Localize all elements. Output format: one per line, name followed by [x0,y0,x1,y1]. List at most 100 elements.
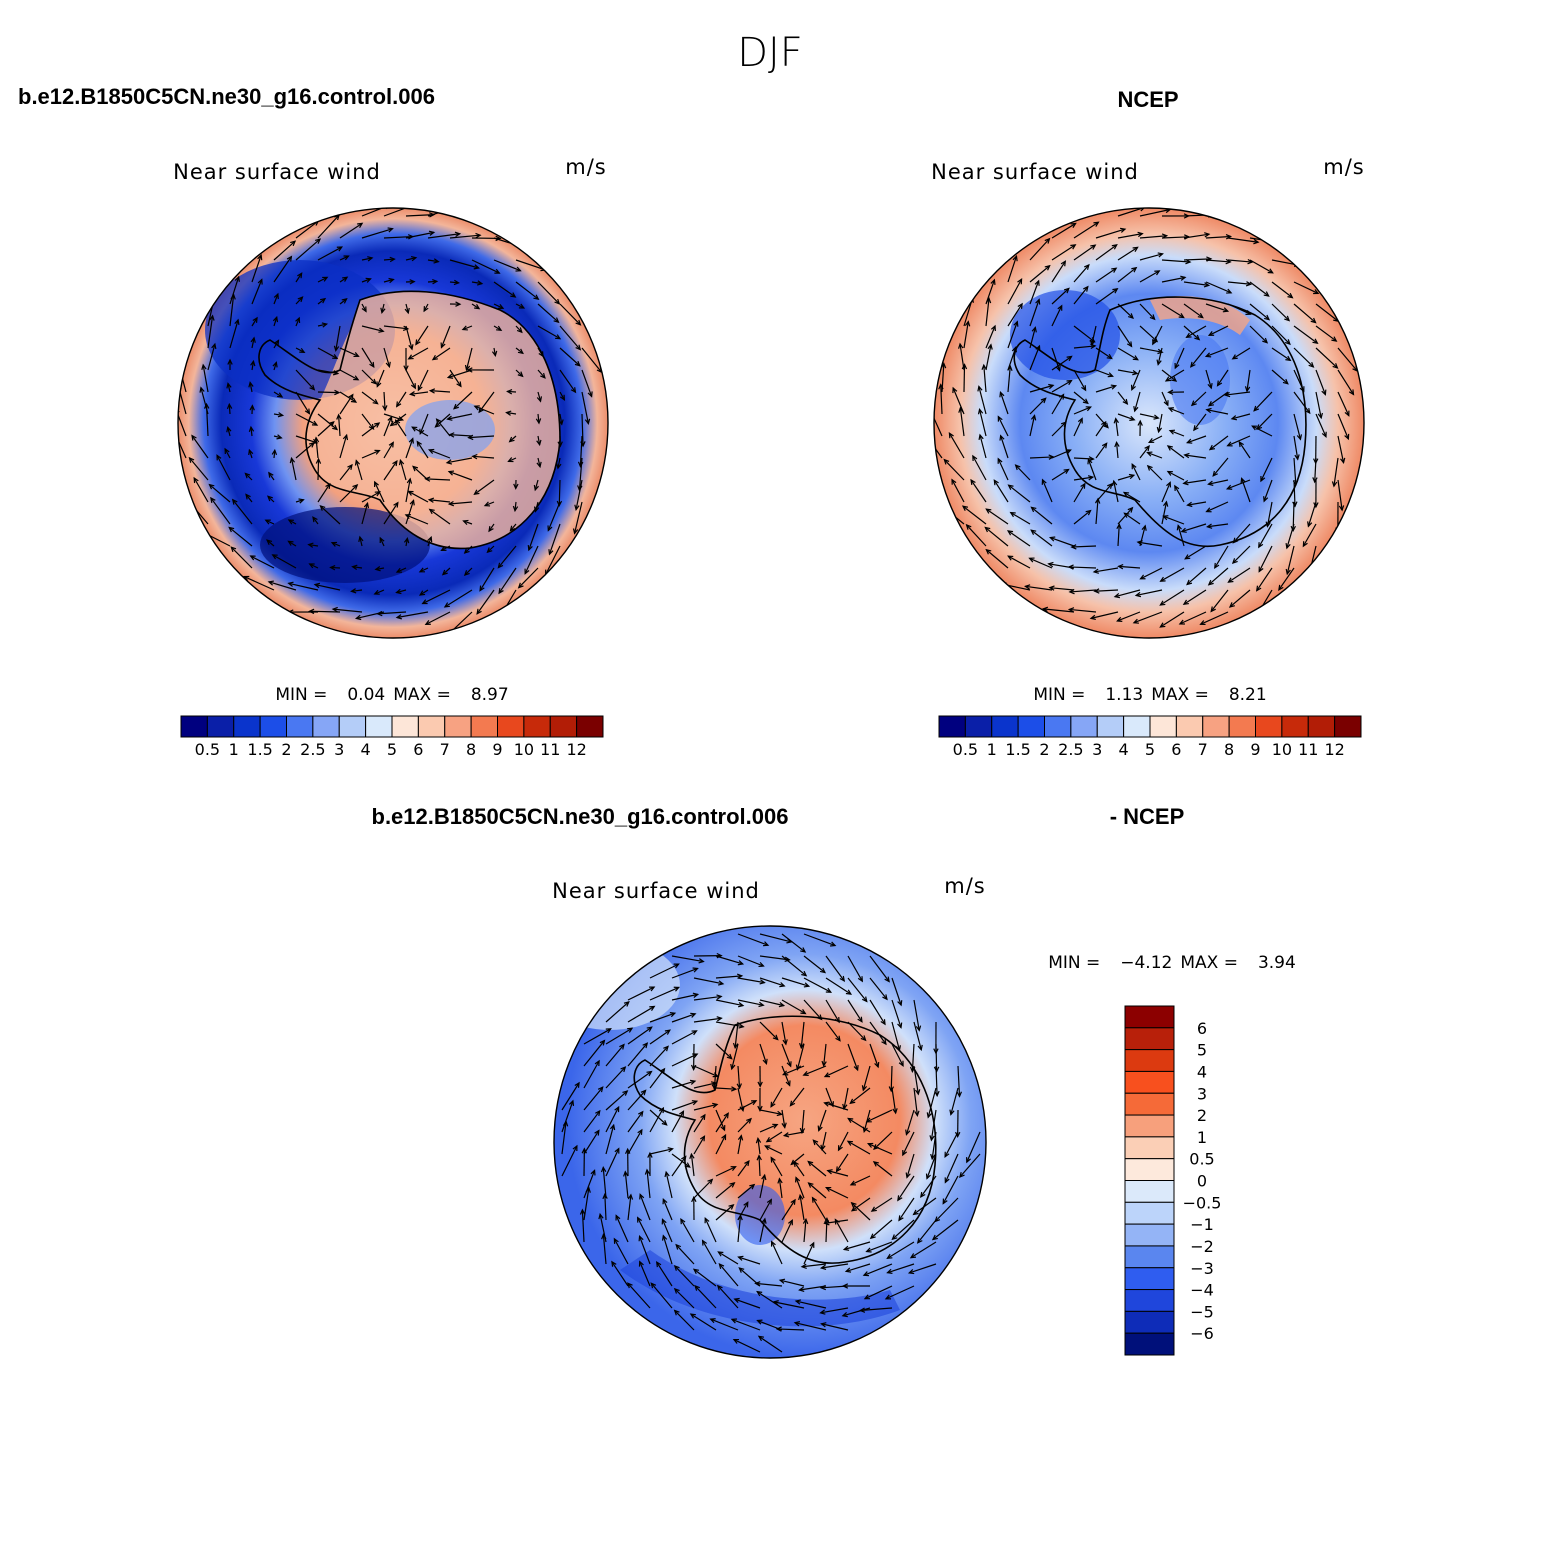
wind-vector-head [659,1067,666,1074]
wind-vector-shaft [534,479,539,491]
wind-vector-head [762,941,770,947]
wind-vector-head [746,1117,752,1124]
wind-vector-head [538,351,544,358]
wind-vector-shaft [649,1148,673,1155]
wind-vector-head [895,1045,902,1052]
wind-vector-head [644,1168,651,1175]
wind-vector-head [1271,238,1278,244]
wind-vector-shaft [1069,608,1097,613]
wind-vector-head [675,1243,682,1250]
wind-vector-head [961,363,968,370]
wind-vector-head [794,1299,802,1305]
wind-vector-head [408,344,414,351]
wind-vector-head [886,1253,893,1260]
wind-vector-shaft [309,563,319,569]
wind-vector-shaft [713,1065,717,1090]
wind-vector-shaft [1183,233,1210,239]
wind-vector-head [513,483,519,490]
wind-vector-head [1222,307,1230,313]
wind-vector-head [1094,497,1101,504]
wind-vector-head [348,393,354,400]
wind-vector-shaft [693,1103,718,1111]
wind-vector-shaft [757,1138,761,1155]
wind-vector-shaft [1302,523,1317,547]
wind-vector-head [1174,363,1180,370]
wind-vector-shaft [581,391,589,424]
wind-vector-shaft [824,1102,849,1111]
wind-vector-head [524,568,530,575]
wind-vector-shaft [361,257,373,261]
wind-vector-head [473,264,480,270]
wind-vector-shaft [377,611,407,615]
colorbar-tick-label: 9 [1250,740,1260,759]
wind-vector-shaft [795,1300,827,1309]
wind-vector-head [440,342,446,349]
wind-vector-head [646,1070,653,1077]
wind-vector-shaft [229,319,239,349]
wind-vector-head [691,1195,697,1203]
wind-vector-shaft [1029,280,1040,305]
wind-vector-head [570,387,577,394]
wind-vector-head [841,1312,848,1318]
panel-model-units: m/s [565,155,606,179]
wind-vector-shaft [898,1197,915,1221]
wind-vector-head [298,498,305,504]
wind-vector-head [984,526,991,533]
wind-vector-head [948,432,954,439]
wind-vector-head [394,419,401,426]
wind-vector-head [1085,509,1092,516]
wind-vector-head [999,434,1005,441]
colorbar-tick-label: 12 [566,740,586,759]
colorbar-swatch [1124,1070,1175,1094]
colorbar-tick-label: −2 [1190,1237,1214,1256]
wind-vector-head [211,342,217,350]
wind-vector-head [440,546,447,552]
wind-vector-shaft [825,1087,834,1107]
wind-vector-shaft [1007,303,1023,327]
wind-vector-head [1127,506,1134,513]
wind-vector-shaft [273,256,292,283]
wind-vector-shaft [1015,464,1031,481]
wind-vector-head [1063,287,1070,294]
wind-vector-head [423,306,429,313]
panel-model-stats: MIN = 0.04 MAX = 8.97 [275,685,508,705]
wind-vector-shaft [671,1013,696,1023]
wind-vector-shaft [268,472,275,481]
wind-vector-head [273,339,280,346]
wind-vector-shaft [1123,491,1141,503]
wind-vector-head [388,441,394,448]
wind-vector-shaft [1161,276,1186,283]
wind-vector-head [230,293,236,300]
wind-vector-head [897,1022,903,1029]
wind-vector-shaft [613,1238,629,1265]
wind-vector-head [865,1247,872,1253]
figure-title: DJF [737,30,803,76]
wind-vector-shaft [639,1261,651,1287]
wind-vector-shaft [361,450,380,459]
wind-vector-head [308,608,315,615]
wind-vector-head [661,1120,668,1126]
wind-vector-shaft [1183,258,1211,261]
wind-vector-shaft [1187,501,1207,506]
wind-vector-head [431,354,438,361]
wind-vector-head [590,1169,596,1176]
wind-vector-shaft [361,369,377,385]
wind-vector-shaft [715,999,744,1007]
colorbar-swatch [206,715,235,738]
wind-vector-shaft [997,416,1009,437]
colorbar-tick-label: 8 [466,740,476,759]
wind-vector-shaft [251,317,258,327]
wind-vector-head [333,345,340,352]
wind-vector-head [277,412,285,418]
wind-vector-head [388,277,395,284]
wind-vector-shaft [812,1139,827,1155]
wind-vector-shaft [339,484,358,503]
wind-vector-head [1231,558,1238,564]
wind-vector-shaft [1029,397,1047,415]
wind-vector-shaft [650,1282,673,1309]
wind-vector-head [1338,505,1345,512]
wind-vector-shaft [1167,445,1185,459]
wind-vector-shaft [803,933,836,947]
wind-vector-shaft [671,1156,687,1177]
wind-vector-shaft [448,471,473,481]
